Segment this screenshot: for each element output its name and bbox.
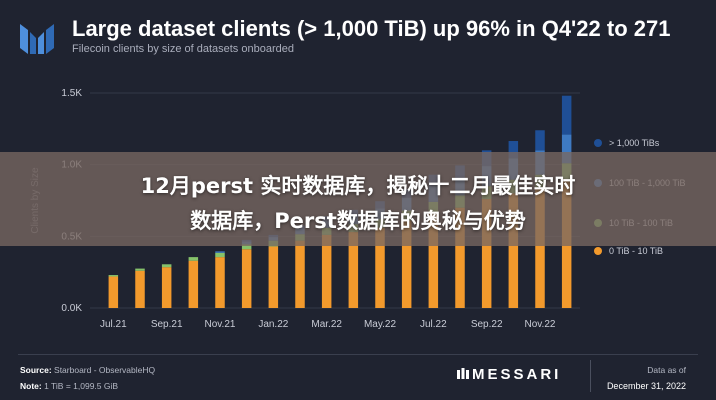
data-as-of-label: Data as of: [647, 365, 686, 375]
bar-segment: [508, 193, 519, 308]
x-tick-label: Nov.21: [205, 319, 236, 330]
bar-segment: [135, 268, 145, 271]
bar-segment: [375, 227, 385, 308]
bar-segment: [241, 244, 252, 250]
bar-segment: [561, 134, 572, 164]
x-tick-label: Mar.22: [311, 319, 342, 330]
note-label: Note:: [20, 381, 42, 391]
note-text: 1 TiB = 1,099.5 GiB: [44, 381, 119, 391]
messari-logo-icon: [457, 368, 469, 379]
bar-segment: [535, 130, 545, 151]
unit-note: Note: 1 TiB = 1,099.5 GiB: [20, 381, 118, 391]
source-text: Starboard - ObservableHQ: [54, 365, 156, 375]
messari-brand: MESSARI: [472, 366, 562, 383]
bar-segment: [108, 275, 119, 277]
bar-segment: [321, 234, 332, 308]
legend-label: 0 TiB - 10 TiB: [609, 246, 663, 256]
x-tick-label: Nov.22: [525, 319, 556, 330]
x-tick-label: Jul.22: [420, 319, 447, 330]
bar-segment: [348, 232, 359, 308]
x-tick-label: May.22: [364, 319, 396, 330]
bar-segment: [241, 249, 252, 308]
bar-segment: [481, 199, 492, 308]
bar-segment: [135, 270, 145, 308]
banner-headline-line2: 数据库，Perst数据库的奥秘与优势: [190, 209, 526, 233]
bar-segment: [428, 213, 439, 308]
legend-label: > 1,000 TiBs: [609, 138, 660, 148]
bar-segment: [215, 251, 225, 253]
bar-segment: [215, 252, 225, 258]
bar-segment: [188, 257, 199, 261]
x-tick-label: Sep.21: [151, 319, 183, 330]
source-note: Source: Starboard - ObservableHQ: [20, 365, 155, 375]
bar-segment: [161, 267, 172, 308]
bar-segment: [455, 207, 465, 308]
headline-banner: 12月perst 实时数据库，揭秘十二月最佳实时 数据库，Perst数据库的奥秘…: [0, 152, 716, 246]
x-tick-label: Sep.22: [471, 319, 503, 330]
bar-segment: [401, 220, 412, 308]
legend-swatch: [594, 139, 602, 147]
bar-segment: [535, 189, 545, 308]
bar-segment: [295, 240, 305, 308]
y-tick-label: 1.5K: [61, 88, 82, 99]
x-tick-label: Jul.21: [100, 319, 127, 330]
bar-segment: [108, 276, 119, 308]
x-tick-label: Jan.22: [258, 319, 288, 330]
bar-segment: [508, 141, 519, 159]
bar-segment: [561, 95, 572, 135]
bar-segment: [215, 257, 225, 308]
legend-swatch: [594, 247, 602, 255]
chart-subtitle: Filecoin clients by size of datasets onb…: [72, 43, 294, 55]
chart-title: Large dataset clients (> 1,000 TiB) up 9…: [72, 16, 671, 41]
banner-headline-line1: 12月perst 实时数据库，揭秘十二月最佳实时: [140, 174, 576, 198]
bar-segment: [268, 246, 279, 308]
footer-divider: [18, 354, 698, 355]
footer-separator: [590, 360, 591, 392]
source-label: Source:: [20, 365, 52, 375]
bar-segment: [188, 260, 199, 308]
filecoin-logo-icon: [20, 24, 54, 54]
y-tick-label: 0.0K: [61, 303, 82, 314]
bar-segment: [161, 264, 172, 268]
data-as-of-date: December 31, 2022: [606, 381, 686, 391]
